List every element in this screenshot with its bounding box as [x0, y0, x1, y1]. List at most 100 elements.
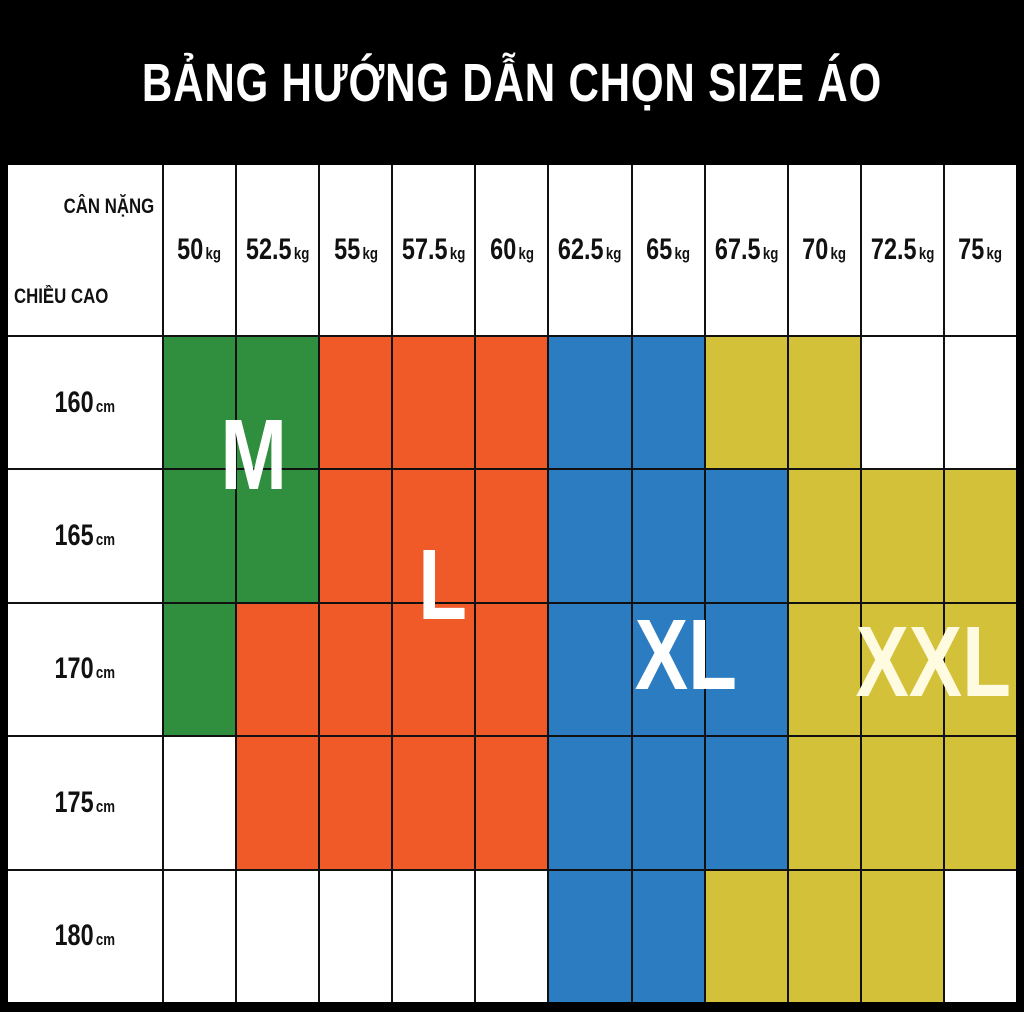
height-value: 180 cm — [55, 919, 116, 953]
weight-unit: kg — [674, 244, 691, 263]
weight-value: 70 kg — [802, 233, 846, 267]
size-cell-xl — [632, 337, 704, 469]
weight-header: 70 kg — [788, 165, 860, 335]
weight-unit: kg — [518, 244, 534, 263]
size-cell-xxl — [861, 603, 944, 736]
weight-header: 67.5 kg — [705, 165, 787, 335]
size-cell-xxl — [788, 737, 860, 869]
height-header: 170 cm — [8, 603, 162, 736]
size-cell-none — [320, 870, 392, 1002]
height-unit: cm — [96, 530, 116, 550]
weight-value: 60 kg — [490, 233, 534, 267]
weight-value: 67.5 kg — [715, 233, 778, 267]
size-cell-xxl — [788, 337, 860, 469]
size-label-l: L — [418, 529, 467, 641]
size-cell-xxl — [788, 603, 860, 736]
weight-number: 75 — [958, 233, 985, 266]
weight-unit: kg — [293, 244, 310, 263]
size-cell-l — [476, 470, 548, 602]
size-cell-xl — [705, 737, 787, 869]
weight-header: 75 kg — [945, 165, 1016, 335]
size-cell-xxl — [945, 603, 1016, 736]
size-cell-none — [861, 337, 944, 469]
height-header: 160 cm — [8, 337, 162, 469]
height-value: 175 cm — [55, 786, 116, 820]
size-cell-l — [320, 337, 392, 469]
weight-unit: kg — [205, 244, 222, 263]
height-number: 160 — [54, 385, 94, 419]
size-cell-xxl — [945, 470, 1016, 602]
weight-unit: kg — [830, 244, 847, 263]
size-cell-none — [164, 870, 235, 1002]
weight-header: 62.5 kg — [549, 165, 631, 335]
size-cell-xxl — [945, 737, 1016, 869]
size-cell-l — [236, 603, 319, 736]
weight-axis-label: CÂN NẶNG — [63, 195, 154, 218]
size-cell-l — [320, 603, 392, 736]
size-cell-xl — [549, 870, 631, 1002]
size-cell-xxl — [705, 870, 787, 1002]
weight-unit: kg — [449, 244, 466, 263]
height-value: 160 cm — [55, 386, 116, 420]
height-header: 180 cm — [8, 870, 162, 1002]
weight-unit: kg — [362, 244, 378, 263]
weight-number: 67.5 — [714, 233, 761, 266]
size-cell-m — [236, 470, 319, 602]
weight-header: 65 kg — [632, 165, 704, 335]
weight-number: 65 — [646, 233, 673, 266]
size-cell-m — [236, 337, 319, 469]
height-unit: cm — [96, 396, 116, 416]
weight-unit: kg — [762, 244, 778, 263]
weight-number: 50 — [177, 233, 204, 266]
size-cell-m — [164, 337, 235, 469]
weight-unit: kg — [918, 244, 935, 263]
weight-number: 70 — [802, 233, 829, 266]
size-cell-none — [945, 870, 1016, 1002]
size-label-m: M — [220, 399, 287, 511]
weight-number: 60 — [489, 233, 516, 266]
weight-value: 62.5 kg — [558, 233, 621, 267]
size-cell-l — [320, 470, 392, 602]
weight-value: 50 kg — [178, 233, 222, 267]
page-title: BẢNG HƯỚNG DẪN CHỌN SIZE ÁO — [141, 52, 883, 113]
height-header: 165 cm — [8, 470, 162, 602]
weight-header: 57.5 kg — [393, 165, 475, 335]
size-cell-l — [320, 737, 392, 869]
size-cell-l — [236, 737, 319, 869]
height-value: 165 cm — [55, 519, 116, 553]
size-cell-xl — [549, 737, 631, 869]
size-cell-none — [236, 870, 319, 1002]
weight-value: 55 kg — [334, 233, 378, 267]
size-cell-none — [393, 870, 475, 1002]
weight-value: 65 kg — [646, 233, 690, 267]
size-cell-xxl — [861, 870, 944, 1002]
height-number: 175 — [54, 785, 94, 819]
size-cell-xl — [549, 470, 631, 602]
size-label-xl: XL — [634, 599, 738, 711]
weight-number: 52.5 — [245, 233, 292, 266]
weight-header: 55 kg — [320, 165, 392, 335]
height-value: 170 cm — [55, 652, 116, 686]
height-unit: cm — [96, 930, 116, 950]
size-cell-l — [393, 337, 475, 469]
weight-value: 75 kg — [959, 233, 1003, 267]
weight-unit: kg — [986, 244, 1003, 263]
height-unit: cm — [96, 796, 116, 816]
size-cell-none — [164, 737, 235, 869]
size-cell-xl — [549, 337, 631, 469]
size-cell-xxl — [788, 870, 860, 1002]
size-cell-l — [476, 337, 548, 469]
size-cell-l — [476, 737, 548, 869]
size-cell-m — [164, 603, 235, 736]
size-cell-m — [164, 470, 235, 602]
size-cell-l — [393, 470, 475, 602]
size-cell-xl — [705, 470, 787, 602]
height-number: 170 — [54, 652, 94, 686]
size-cell-l — [393, 603, 475, 736]
size-cell-xxl — [861, 470, 944, 602]
weight-number: 62.5 — [558, 233, 604, 266]
weight-unit: kg — [606, 244, 622, 263]
weight-header: 52.5 kg — [236, 165, 319, 335]
height-unit: cm — [96, 663, 116, 683]
size-label-xxl: XXL — [855, 606, 1012, 718]
